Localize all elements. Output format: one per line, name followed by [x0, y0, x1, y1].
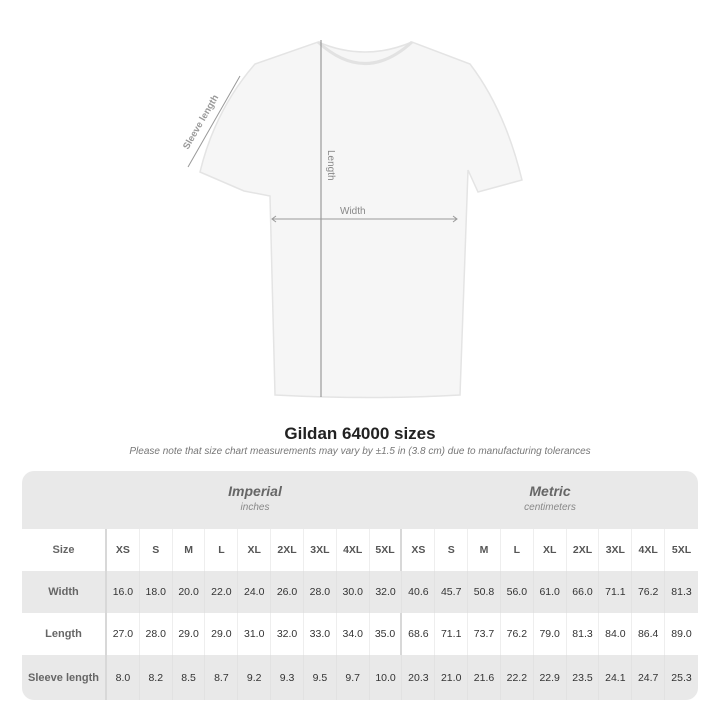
table-cell: 28.0: [140, 613, 173, 655]
table-cell: 76.2: [632, 571, 666, 613]
table-cell: 22.2: [501, 655, 534, 700]
table-cell: 22.9: [534, 655, 567, 700]
table-cell: XS: [402, 529, 436, 571]
table-cell: 89.0: [671, 628, 692, 640]
table-cell: 50.8: [468, 571, 501, 613]
table-cell: 5XL: [370, 529, 403, 571]
table-cell: 22.0: [205, 571, 239, 613]
table-cell: 9.3: [271, 655, 304, 700]
table-cell: 30.0: [337, 571, 370, 613]
table-cell: 29.0: [173, 613, 206, 655]
table-cell: 81.3: [567, 613, 600, 655]
tshirt-shape: [199, 41, 523, 399]
table-cell: M: [173, 529, 206, 571]
table-cell: 16.0: [107, 571, 140, 613]
table-cell: 10.0: [370, 655, 403, 700]
table-cell: 2XL: [567, 529, 600, 571]
size-table: Imperial inches Metric centimeters Size …: [22, 471, 698, 700]
table-cell: 9.5: [304, 655, 337, 700]
table-header: Imperial inches Metric centimeters: [22, 471, 698, 529]
table-cell: 4XL: [337, 529, 370, 571]
chart-title: Gildan 64000 sizes: [284, 424, 436, 443]
table-cell: 3XL: [599, 529, 633, 571]
table-cell: 34.0: [337, 613, 370, 655]
table-cell: 73.7: [468, 613, 501, 655]
size-row: Size XS S M L XL 2XL 3XL 4XL 5XL XS S M L XL 2XL 3XL 4XL…: [22, 529, 698, 571]
row-label: Sleeve length: [22, 655, 107, 700]
table-cell: 8.5: [173, 655, 206, 700]
table-cell: 24.0: [238, 571, 272, 613]
width-label: Width: [340, 206, 366, 217]
table-cell: 26.0: [271, 571, 304, 613]
table-cell: 45.7: [435, 571, 469, 613]
table-cell: 9.2: [238, 655, 272, 700]
table-row: Width 16.0 18.0 20.0 22.0 24.0 26.0 28.0 30.0 32.…: [22, 571, 698, 613]
table-cell: 28.0: [304, 571, 337, 613]
table-cell: 79.0: [534, 613, 567, 655]
table-cell: 23.5: [567, 655, 600, 700]
table-cell: 32.0: [370, 571, 403, 613]
table-cell: 8.7: [205, 655, 239, 700]
table-cell: 21.6: [468, 655, 501, 700]
table-cell: 24.1: [599, 655, 633, 700]
table-row: Length 27.0 28.0 29.0 29.0 31.0 32.0 33.0 34.0 35…: [22, 613, 698, 655]
table-cell: 25.3: [671, 671, 692, 684]
table-cell: 32.0: [271, 613, 304, 655]
tshirt-diagram: Length Width Sleeve length: [181, 40, 523, 399]
table-cell: 21.0: [435, 655, 469, 700]
table-cell: 20.3: [402, 655, 436, 700]
table-cell: L: [205, 529, 239, 571]
table-cell: 24.7: [632, 655, 666, 700]
row-label: Width: [22, 571, 107, 613]
row-label: Length: [22, 613, 107, 655]
table-cell: 9.7: [337, 655, 370, 700]
table-cell: 68.6: [402, 613, 436, 655]
table-cell: XL: [238, 529, 272, 571]
table-cell: 76.2: [501, 613, 534, 655]
table-cell: 61.0: [534, 571, 567, 613]
sleeve-length-line: [187, 75, 241, 168]
table-cell: M: [468, 529, 501, 571]
table-cell: 56.0: [501, 571, 534, 613]
table-cell: L: [501, 529, 534, 571]
table-cell: 71.1: [435, 613, 469, 655]
table-cell: 27.0: [107, 613, 140, 655]
table-cell: 8.0: [107, 655, 140, 700]
length-label: Length: [325, 150, 336, 181]
table-cell: S: [435, 529, 469, 571]
table-cell: 81.3: [671, 586, 692, 598]
table-cell: XS: [107, 529, 140, 571]
imperial-header: Imperial inches: [228, 483, 282, 513]
table-cell: 71.1: [599, 571, 633, 613]
table-cell: 40.6: [402, 571, 436, 613]
tolerance-note: Please note that size chart measurements…: [129, 446, 591, 457]
table-cell: 31.0: [238, 613, 272, 655]
table-cell: 86.4: [632, 613, 666, 655]
table-cell: 18.0: [140, 571, 173, 613]
table-cell: 4XL: [632, 529, 666, 571]
table-cell: 66.0: [567, 571, 600, 613]
table-cell: 3XL: [304, 529, 337, 571]
table-cell: 2XL: [271, 529, 304, 571]
table-cell: 20.0: [173, 571, 206, 613]
table-cell: 84.0: [599, 613, 633, 655]
table-cell: 29.0: [205, 613, 239, 655]
table-cell: XL: [534, 529, 567, 571]
table-cell: 5XL: [671, 544, 692, 556]
table-cell: 8.2: [140, 655, 173, 700]
table-cell: 33.0: [304, 613, 337, 655]
tshirt-collar: [316, 40, 414, 65]
table-cell: 35.0: [370, 613, 403, 655]
table-row: Sleeve length 8.0 8.2 8.5 8.7 9.2 9.3 9.5 9.7 10.…: [22, 655, 698, 700]
table-cell: S: [140, 529, 173, 571]
metric-header: Metric centimeters: [524, 483, 576, 513]
